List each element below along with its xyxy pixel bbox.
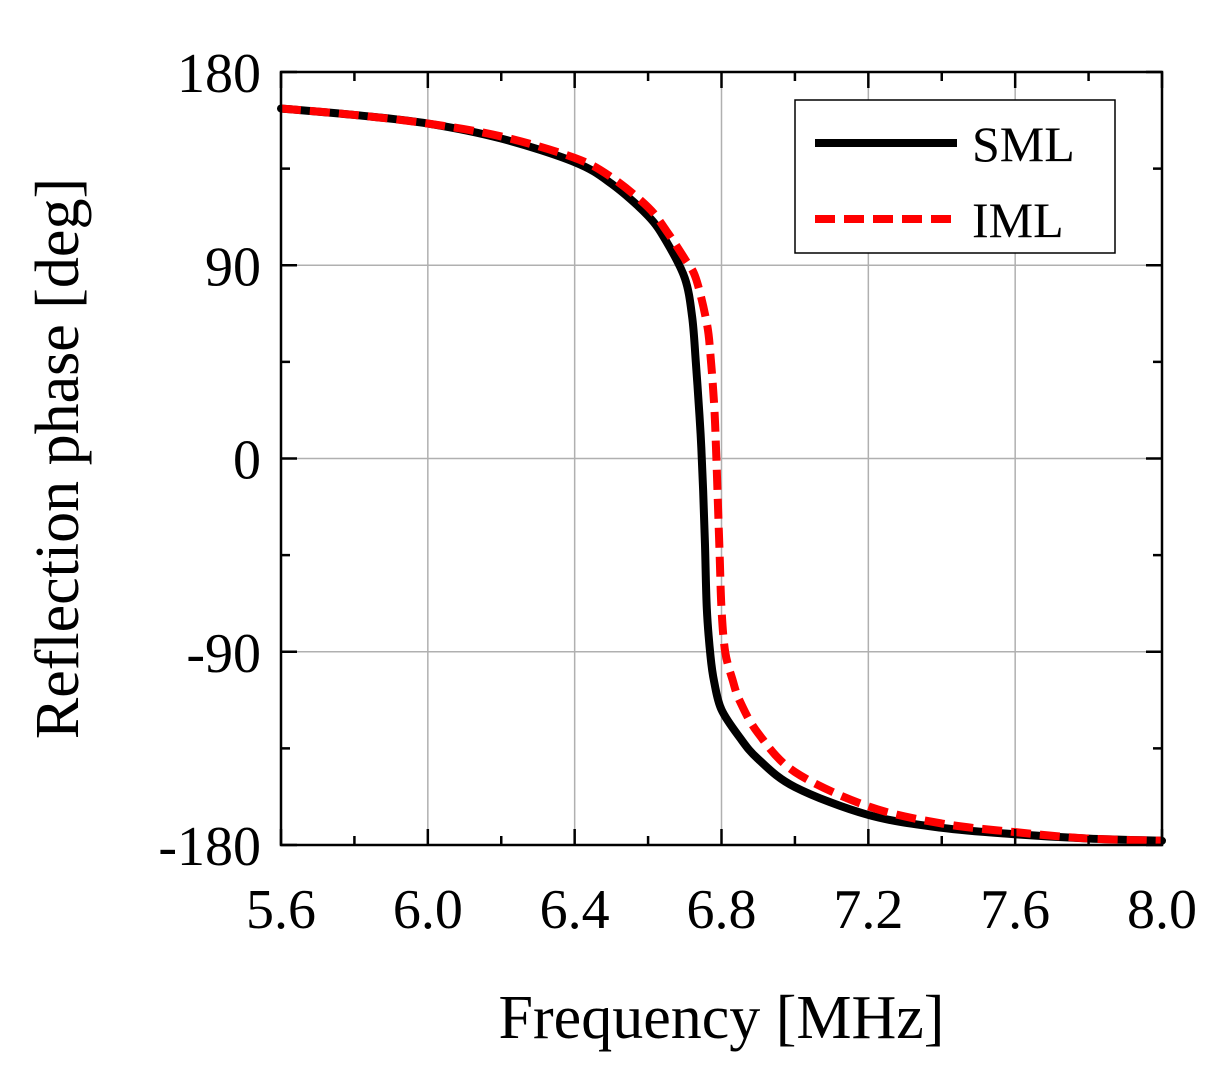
x-tick-labels: 5.6 6.0 6.4 6.8 7.2 7.6 8.0 xyxy=(246,879,1197,941)
x-tick-label: 8.0 xyxy=(1127,879,1197,941)
x-tick-label: 7.2 xyxy=(833,879,903,941)
x-tick-label: 7.6 xyxy=(980,879,1050,941)
legend-label-iml: IML xyxy=(972,192,1064,248)
y-tick-label: -180 xyxy=(158,816,261,878)
y-tick-label: 180 xyxy=(177,43,261,105)
series-line-sml xyxy=(277,104,1166,845)
y-axis-title: Reflection phase [deg] xyxy=(24,178,92,739)
y-tick-label: -90 xyxy=(186,623,261,685)
ticks xyxy=(279,70,1164,847)
y-tick-label: 90 xyxy=(205,236,261,298)
y-tick-labels: -180 -90 0 90 180 xyxy=(158,43,261,878)
legend-label-sml: SML xyxy=(972,116,1075,172)
x-tick-label: 6.0 xyxy=(393,879,463,941)
x-tick-label: 6.8 xyxy=(687,879,757,941)
x-tick-label: 6.4 xyxy=(540,879,610,941)
series-line-iml xyxy=(280,104,1163,845)
legend: SML IML xyxy=(794,99,1116,254)
y-tick-label: 0 xyxy=(233,430,261,492)
x-tick-label: 5.6 xyxy=(246,879,316,941)
series-group xyxy=(277,104,1166,845)
x-axis-title: Frequency [MHz] xyxy=(499,984,945,1052)
legend-box xyxy=(794,99,1116,254)
